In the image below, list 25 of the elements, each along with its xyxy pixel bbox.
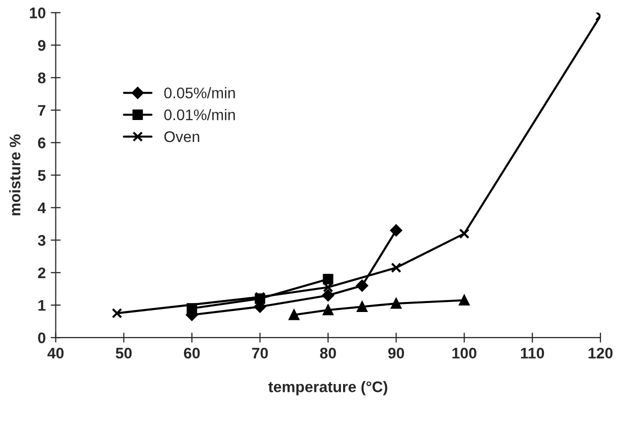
legend-label: 0.05%/min — [164, 87, 235, 98]
legend-label: 0.01%/min — [164, 109, 235, 120]
x-tick-label: 60 — [184, 348, 200, 359]
y-tick-label: 9 — [38, 40, 46, 51]
y-tick-label: 2 — [38, 267, 46, 278]
y-tick-label: 1 — [38, 300, 46, 311]
x-tick-label: 80 — [320, 348, 336, 359]
y-axis-title: moisture % — [9, 134, 20, 216]
x-tick-label: 40 — [47, 348, 64, 359]
y-tick-label: 5 — [38, 170, 46, 181]
y-tick-label: 10 — [30, 8, 46, 18]
x-tick-label: 100 — [452, 348, 476, 359]
y-tick-label: 0 — [38, 332, 46, 344]
y-tick-label: 4 — [38, 202, 46, 214]
y-tick-label: 7 — [38, 105, 46, 116]
x-tick-label: 70 — [252, 348, 268, 359]
x-tick-label: 110 — [520, 348, 544, 359]
x-axis-title: temperature (°C) — [268, 381, 388, 396]
x-tick-label: 50 — [116, 348, 132, 359]
y-tick-label: 3 — [38, 234, 46, 246]
legend-label: Oven — [164, 131, 200, 142]
x-tick-label: 120 — [588, 348, 613, 359]
y-tick-label: 8 — [38, 72, 46, 84]
x-tick-label: 90 — [388, 348, 404, 359]
y-tick-label: 6 — [38, 138, 46, 148]
